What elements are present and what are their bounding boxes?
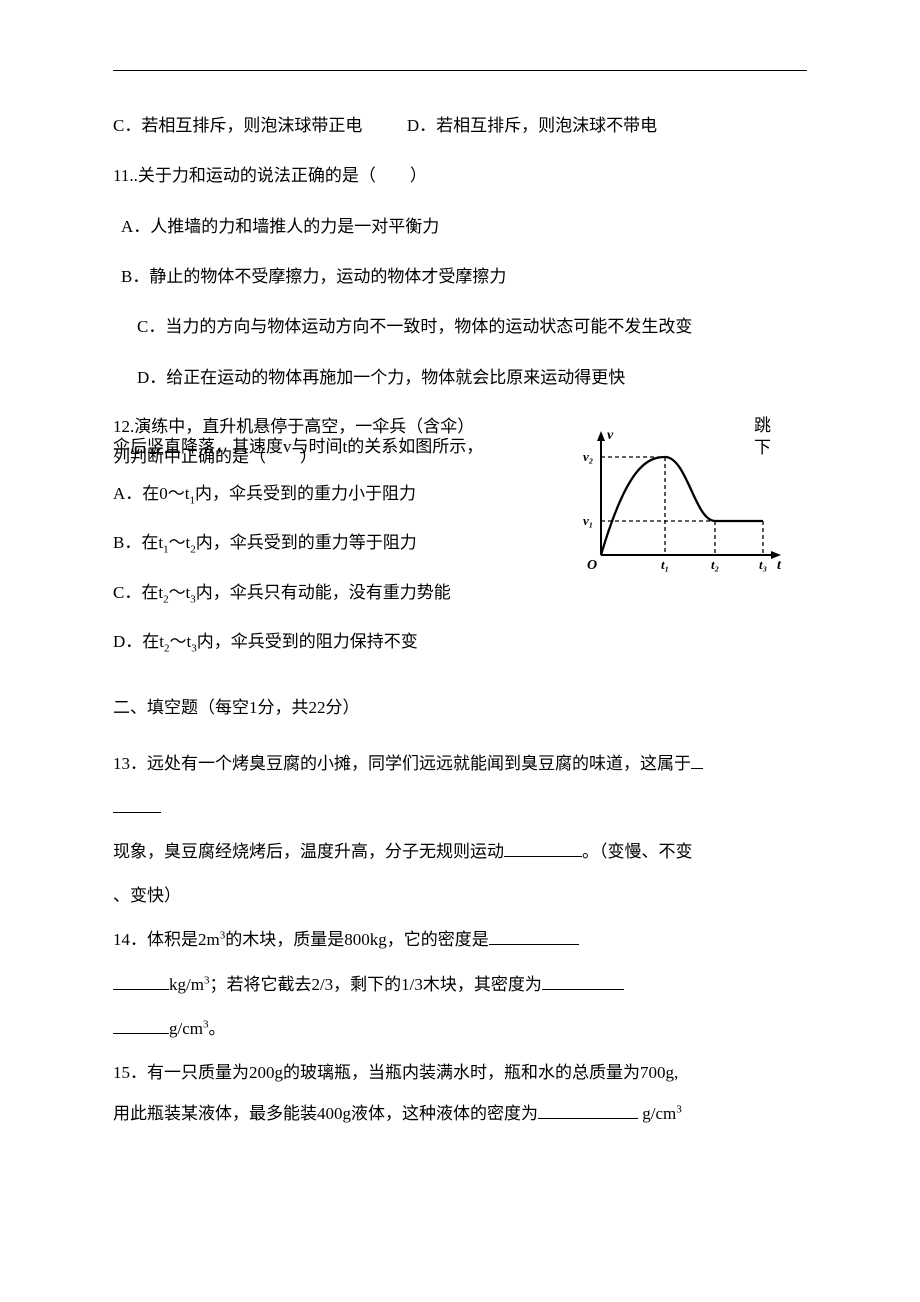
svg-text:v: v [607, 428, 614, 443]
section2-heading: 二、填空题（每空1分，共22分） [113, 693, 807, 718]
svg-text:O: O [587, 558, 597, 573]
q14: 14．体积是2m3的木块，质量是800kg，它的密度是 kg/m3；若将它截去2… [113, 918, 807, 1051]
blank [691, 755, 703, 769]
blank [542, 976, 624, 990]
q12-graph: v v₂ v₁ O t₁ t₂ t₃ t [577, 427, 787, 577]
svg-text:t₃: t₃ [759, 557, 767, 572]
svg-text:v₁: v₁ [583, 513, 593, 528]
q13: 13．远处有一个烤臭豆腐的小摊，同学们远远就能闻到臭豆腐的味道，这属于 现象，臭… [113, 742, 807, 919]
q11-optD: D．给正在运动的物体再施加一个力，物体就会比原来运动得更快 [113, 365, 807, 391]
svg-text:t: t [777, 558, 782, 573]
blank [113, 799, 161, 813]
q12-optC: C．在t2～t3内，伞兵只有动能，没有重力势能 [113, 578, 807, 605]
q11-optA: A．人推墙的力和墙推人的力是一对平衡力 [113, 214, 807, 240]
q11-stem: 11..关于力和运动的说法正确的是（ ） [113, 163, 807, 189]
page-top-rule [113, 70, 807, 71]
q10-options-cd: C．若相互排斥，则泡沫球带正电 D．若相互排斥，则泡沫球不带电 [113, 113, 807, 139]
svg-text:t₂: t₂ [711, 557, 719, 572]
svg-text:t₁: t₁ [661, 557, 669, 572]
q12-block: 12.演练中，直升机悬停于高空，一伞兵（含伞） 伞后竖直降落，其速度v与时间t的… [113, 415, 807, 655]
q11-optC: C．当力的方向与物体运动方向不一致时，物体的运动状态可能不发生改变 [113, 314, 807, 340]
blank [538, 1105, 638, 1119]
q12-optD: D．在t2～t3内，伞兵受到的阻力保持不变 [113, 627, 807, 654]
q15: 15．有一只质量为200g的玻璃瓶，当瓶内装满水时，瓶和水的总质量为700g, … [113, 1053, 807, 1135]
blank [113, 976, 169, 990]
blank [489, 931, 579, 945]
svg-text:v₂: v₂ [583, 449, 593, 464]
q11-optB: B．静止的物体不受摩擦力，运动的物体才受摩擦力 [113, 264, 807, 290]
q12-stem-l3: 列判断中正确的是（ ） [113, 445, 533, 469]
blank [504, 843, 582, 857]
blank [113, 1020, 169, 1034]
q10-optD: D．若相互排斥，则泡沫球不带电 [407, 116, 657, 135]
q10-optC: C．若相互排斥，则泡沫球带正电 [113, 116, 362, 135]
